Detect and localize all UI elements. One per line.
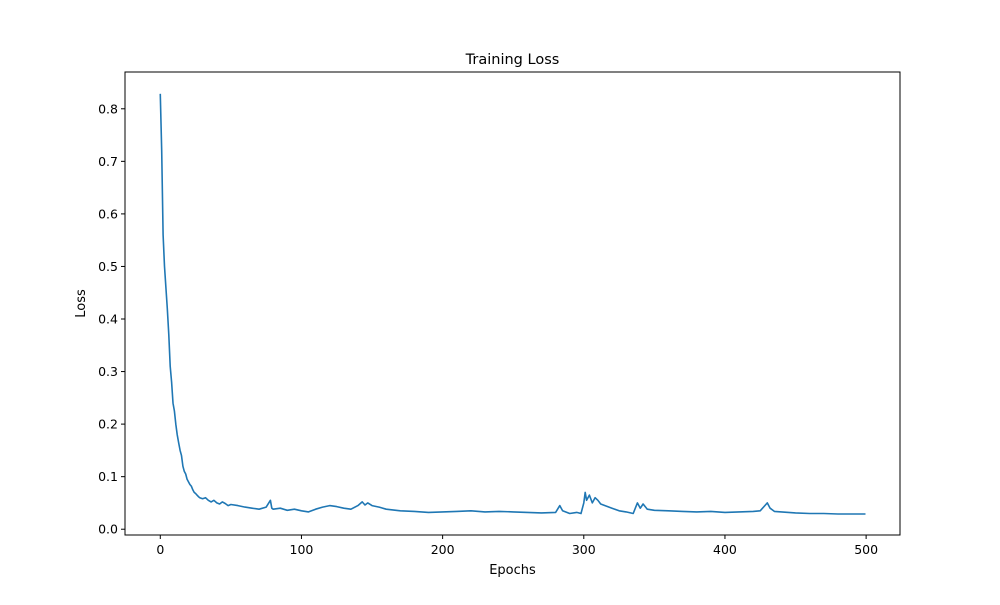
- x-tick-label: 0: [156, 542, 164, 557]
- x-axis-label: Epochs: [489, 563, 536, 578]
- plot-series: [159, 93, 866, 515]
- y-tick-label: 0.7: [98, 154, 118, 169]
- y-tick-label: 0.2: [98, 417, 118, 432]
- x-tick-label: 100: [290, 542, 314, 557]
- x-tick-label: 300: [572, 542, 596, 557]
- axis-ticks: 0 100 200 300 400 500 0.0 0.1 0.2 0.3 0.4 0.5 0.6 0.7…: [98, 101, 878, 557]
- loss-line: [159, 93, 866, 515]
- y-tick-label: 0.0: [98, 522, 118, 537]
- y-tick-label: 0.1: [98, 469, 118, 484]
- x-tick-label: 200: [431, 542, 455, 557]
- x-tick-label: 400: [713, 542, 737, 557]
- x-tick-label: 500: [854, 542, 878, 557]
- y-tick-label: 0.3: [98, 364, 118, 379]
- y-axis-label: Loss: [74, 289, 89, 318]
- y-tick-label: 0.4: [98, 312, 118, 327]
- y-tick-label: 0.6: [98, 206, 118, 221]
- y-tick-label: 0.8: [98, 101, 118, 116]
- chart-title: Training Loss: [465, 52, 560, 68]
- y-tick-label: 0.5: [98, 259, 118, 274]
- plot-frame: [124, 71, 901, 536]
